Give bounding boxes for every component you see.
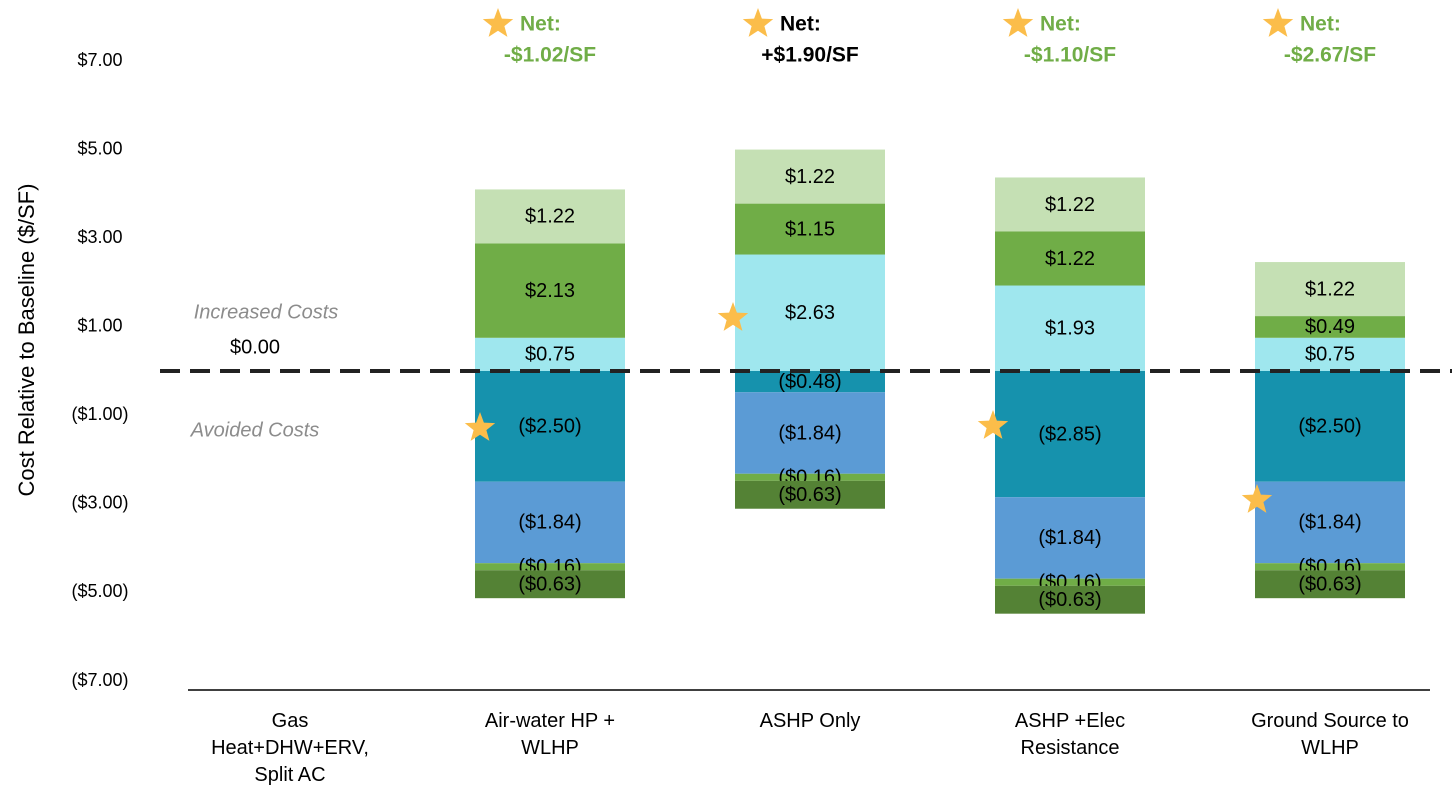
- net-value: -$2.67/SF: [1284, 44, 1376, 67]
- net-title: Net:: [1300, 13, 1341, 36]
- net-title: Net:: [520, 13, 561, 36]
- x-tick-line: ASHP +Elec: [1015, 710, 1125, 732]
- segment-label: $1.22: [525, 206, 575, 228]
- x-tick-label: Air-water HP + WLHP: [485, 710, 615, 759]
- bar-segment: [475, 570, 625, 599]
- bar-segment: [995, 285, 1145, 371]
- y-tick-label: $1.00: [77, 315, 122, 335]
- bar-segment: [1255, 337, 1405, 371]
- segment-label: $1.22: [1045, 194, 1095, 216]
- x-tick-label: ASHP +Elec Resistance: [1015, 710, 1125, 759]
- star-icon: [742, 8, 774, 37]
- bar-segment: [1255, 481, 1405, 564]
- bar-segment: [735, 371, 885, 393]
- y-axis-label: Cost Relative to Baseline ($/SF): [14, 183, 39, 496]
- segment-label: ($0.48): [778, 371, 841, 393]
- segment-label: ($0.63): [518, 574, 581, 596]
- star-icon: [1241, 484, 1273, 513]
- x-tick-line: Air-water HP +: [485, 710, 615, 732]
- y-tick-label: $3.00: [77, 227, 122, 247]
- bar-segment: [995, 177, 1145, 232]
- bar-segment: [995, 585, 1145, 614]
- bar-segment: [1255, 371, 1405, 482]
- y-tick-label: $7.00: [77, 50, 122, 70]
- y-tick-label: ($7.00): [71, 670, 128, 690]
- star-icon: [1002, 8, 1034, 37]
- segment-label: ($1.84): [518, 512, 581, 534]
- segment-label: $2.13: [525, 280, 575, 302]
- x-tick-line: Gas: [272, 710, 309, 732]
- net-value: -$1.02/SF: [504, 44, 596, 67]
- avoided-label: Avoided Costs: [190, 419, 320, 441]
- segment-label: ($2.50): [518, 416, 581, 438]
- segment-label: $0.75: [525, 344, 575, 366]
- bar-segment: [475, 563, 625, 571]
- bar-segment: [735, 149, 885, 204]
- x-tick-line: ASHP Only: [760, 710, 861, 732]
- star-icon: [717, 302, 749, 331]
- bar-segment: [475, 481, 625, 564]
- y-tick-label: ($5.00): [71, 581, 128, 601]
- star-icon: [482, 8, 514, 37]
- bar-segment: [995, 371, 1145, 498]
- x-tick-line: WLHP: [521, 737, 579, 759]
- x-tick-label: Gas Heat+DHW+ERV, Split AC: [211, 710, 369, 786]
- segment-label: $2.63: [785, 302, 835, 324]
- bar-segment: [475, 371, 625, 482]
- bar-segment: [995, 578, 1145, 586]
- bar-segment: [735, 203, 885, 255]
- segment-label: ($2.50): [1298, 416, 1361, 438]
- segment-label: ($1.84): [778, 422, 841, 444]
- zero-label: $0.00: [230, 336, 280, 358]
- segment-label: $1.15: [785, 218, 835, 240]
- segment-label: ($1.84): [1298, 512, 1361, 534]
- x-tick-line: WLHP: [1301, 737, 1359, 759]
- bar-segment: [995, 231, 1145, 286]
- star-icon: [977, 410, 1009, 439]
- x-tick-line: Ground Source to: [1251, 710, 1409, 732]
- bar-segment: [475, 243, 625, 338]
- y-tick-label: $5.00: [77, 138, 122, 158]
- bar-segment: [735, 392, 885, 474]
- increased-label: Increased Costs: [194, 301, 339, 323]
- segment-label: ($0.63): [1298, 574, 1361, 596]
- net-value: -$1.10/SF: [1024, 44, 1116, 67]
- segment-label: $1.22: [1045, 248, 1095, 270]
- bar-segment: [475, 337, 625, 371]
- net-title: Net:: [780, 13, 821, 36]
- x-tick-label: Ground Source to WLHP: [1251, 710, 1409, 759]
- x-tick-line: Split AC: [254, 764, 325, 786]
- net-value: +$1.90/SF: [761, 44, 859, 67]
- segment-label: ($0.63): [778, 484, 841, 506]
- net-title: Net:: [1040, 13, 1081, 36]
- bar-segment: [735, 254, 885, 371]
- bar-segment: [1255, 563, 1405, 571]
- bar-segment: [475, 189, 625, 244]
- bar-segment: [1255, 262, 1405, 317]
- x-tick-label: ASHP Only: [760, 710, 861, 732]
- segment-label: ($0.63): [1038, 589, 1101, 611]
- bar-segment: [995, 497, 1145, 579]
- segment-label: ($2.85): [1038, 423, 1101, 445]
- bar-segment: [1255, 316, 1405, 338]
- bar-segment: [735, 473, 885, 481]
- segment-label: $1.22: [1305, 278, 1355, 300]
- y-tick-label: ($1.00): [71, 404, 128, 424]
- bar-segment: [1255, 570, 1405, 599]
- segment-label: $0.49: [1305, 316, 1355, 338]
- segment-label: $1.93: [1045, 318, 1095, 340]
- star-icon: [464, 412, 496, 441]
- segment-label: ($1.84): [1038, 527, 1101, 549]
- segment-label: $0.75: [1305, 344, 1355, 366]
- star-icon: [1262, 8, 1294, 37]
- x-tick-line: Heat+DHW+ERV,: [211, 737, 369, 759]
- segment-label: $1.22: [785, 166, 835, 188]
- x-tick-line: Resistance: [1021, 737, 1120, 759]
- y-tick-label: ($3.00): [71, 493, 128, 513]
- bar-segment: [735, 480, 885, 509]
